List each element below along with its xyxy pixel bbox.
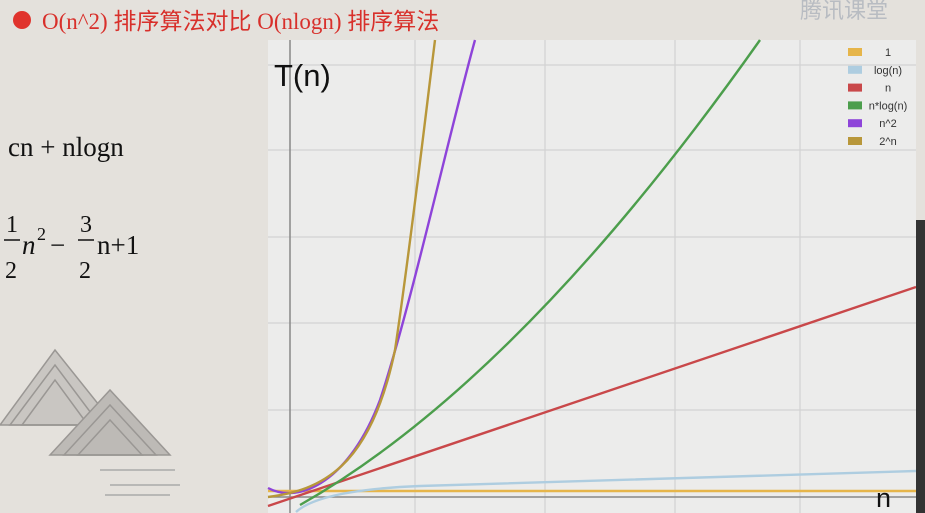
plot-area <box>268 40 916 513</box>
edge <box>916 220 925 513</box>
numerator: 3 <box>80 212 92 238</box>
expression: n+1 <box>97 230 139 260</box>
denominator: 2 <box>79 258 91 284</box>
curve-exponential <box>267 39 437 499</box>
legend-label: n^2 <box>879 118 896 130</box>
watermark: 腾讯课堂 <box>800 0 888 23</box>
legend-label: n*log(n) <box>869 100 908 112</box>
curve-nlogn <box>299 39 761 507</box>
legend-label: log(n) <box>874 65 902 77</box>
legend-swatch <box>848 119 862 128</box>
formula: 1 2 n 2 − 3 2 n+1 <box>4 212 139 284</box>
legend-label: n <box>885 83 891 95</box>
formula: cn + nlogn <box>8 132 124 162</box>
legend-swatch <box>848 101 862 110</box>
legend-swatch <box>848 83 862 92</box>
y-axis-label: T(n) <box>274 58 331 93</box>
legend-swatch <box>848 137 862 145</box>
title: O(n^2) 排序算法对比 O(nlogn) 排序算法 <box>42 9 439 34</box>
curve-linear <box>267 285 917 508</box>
legend-swatch <box>848 48 862 56</box>
bullet <box>13 11 31 29</box>
legend-swatch <box>848 65 862 74</box>
curves <box>267 39 917 513</box>
operator: − <box>50 230 65 260</box>
x-axis-label: n <box>876 483 891 513</box>
denominator: 2 <box>5 258 17 284</box>
exponent: 2 <box>37 224 46 244</box>
variable: n <box>22 230 36 260</box>
decoration <box>0 348 180 496</box>
legend-label: 2^n <box>879 136 896 148</box>
curve-log <box>295 469 917 513</box>
legend: 1 log(n) n n*log(n) n^2 2^n <box>848 47 907 148</box>
legend-label: 1 <box>885 47 891 59</box>
numerator: 1 <box>6 212 18 238</box>
